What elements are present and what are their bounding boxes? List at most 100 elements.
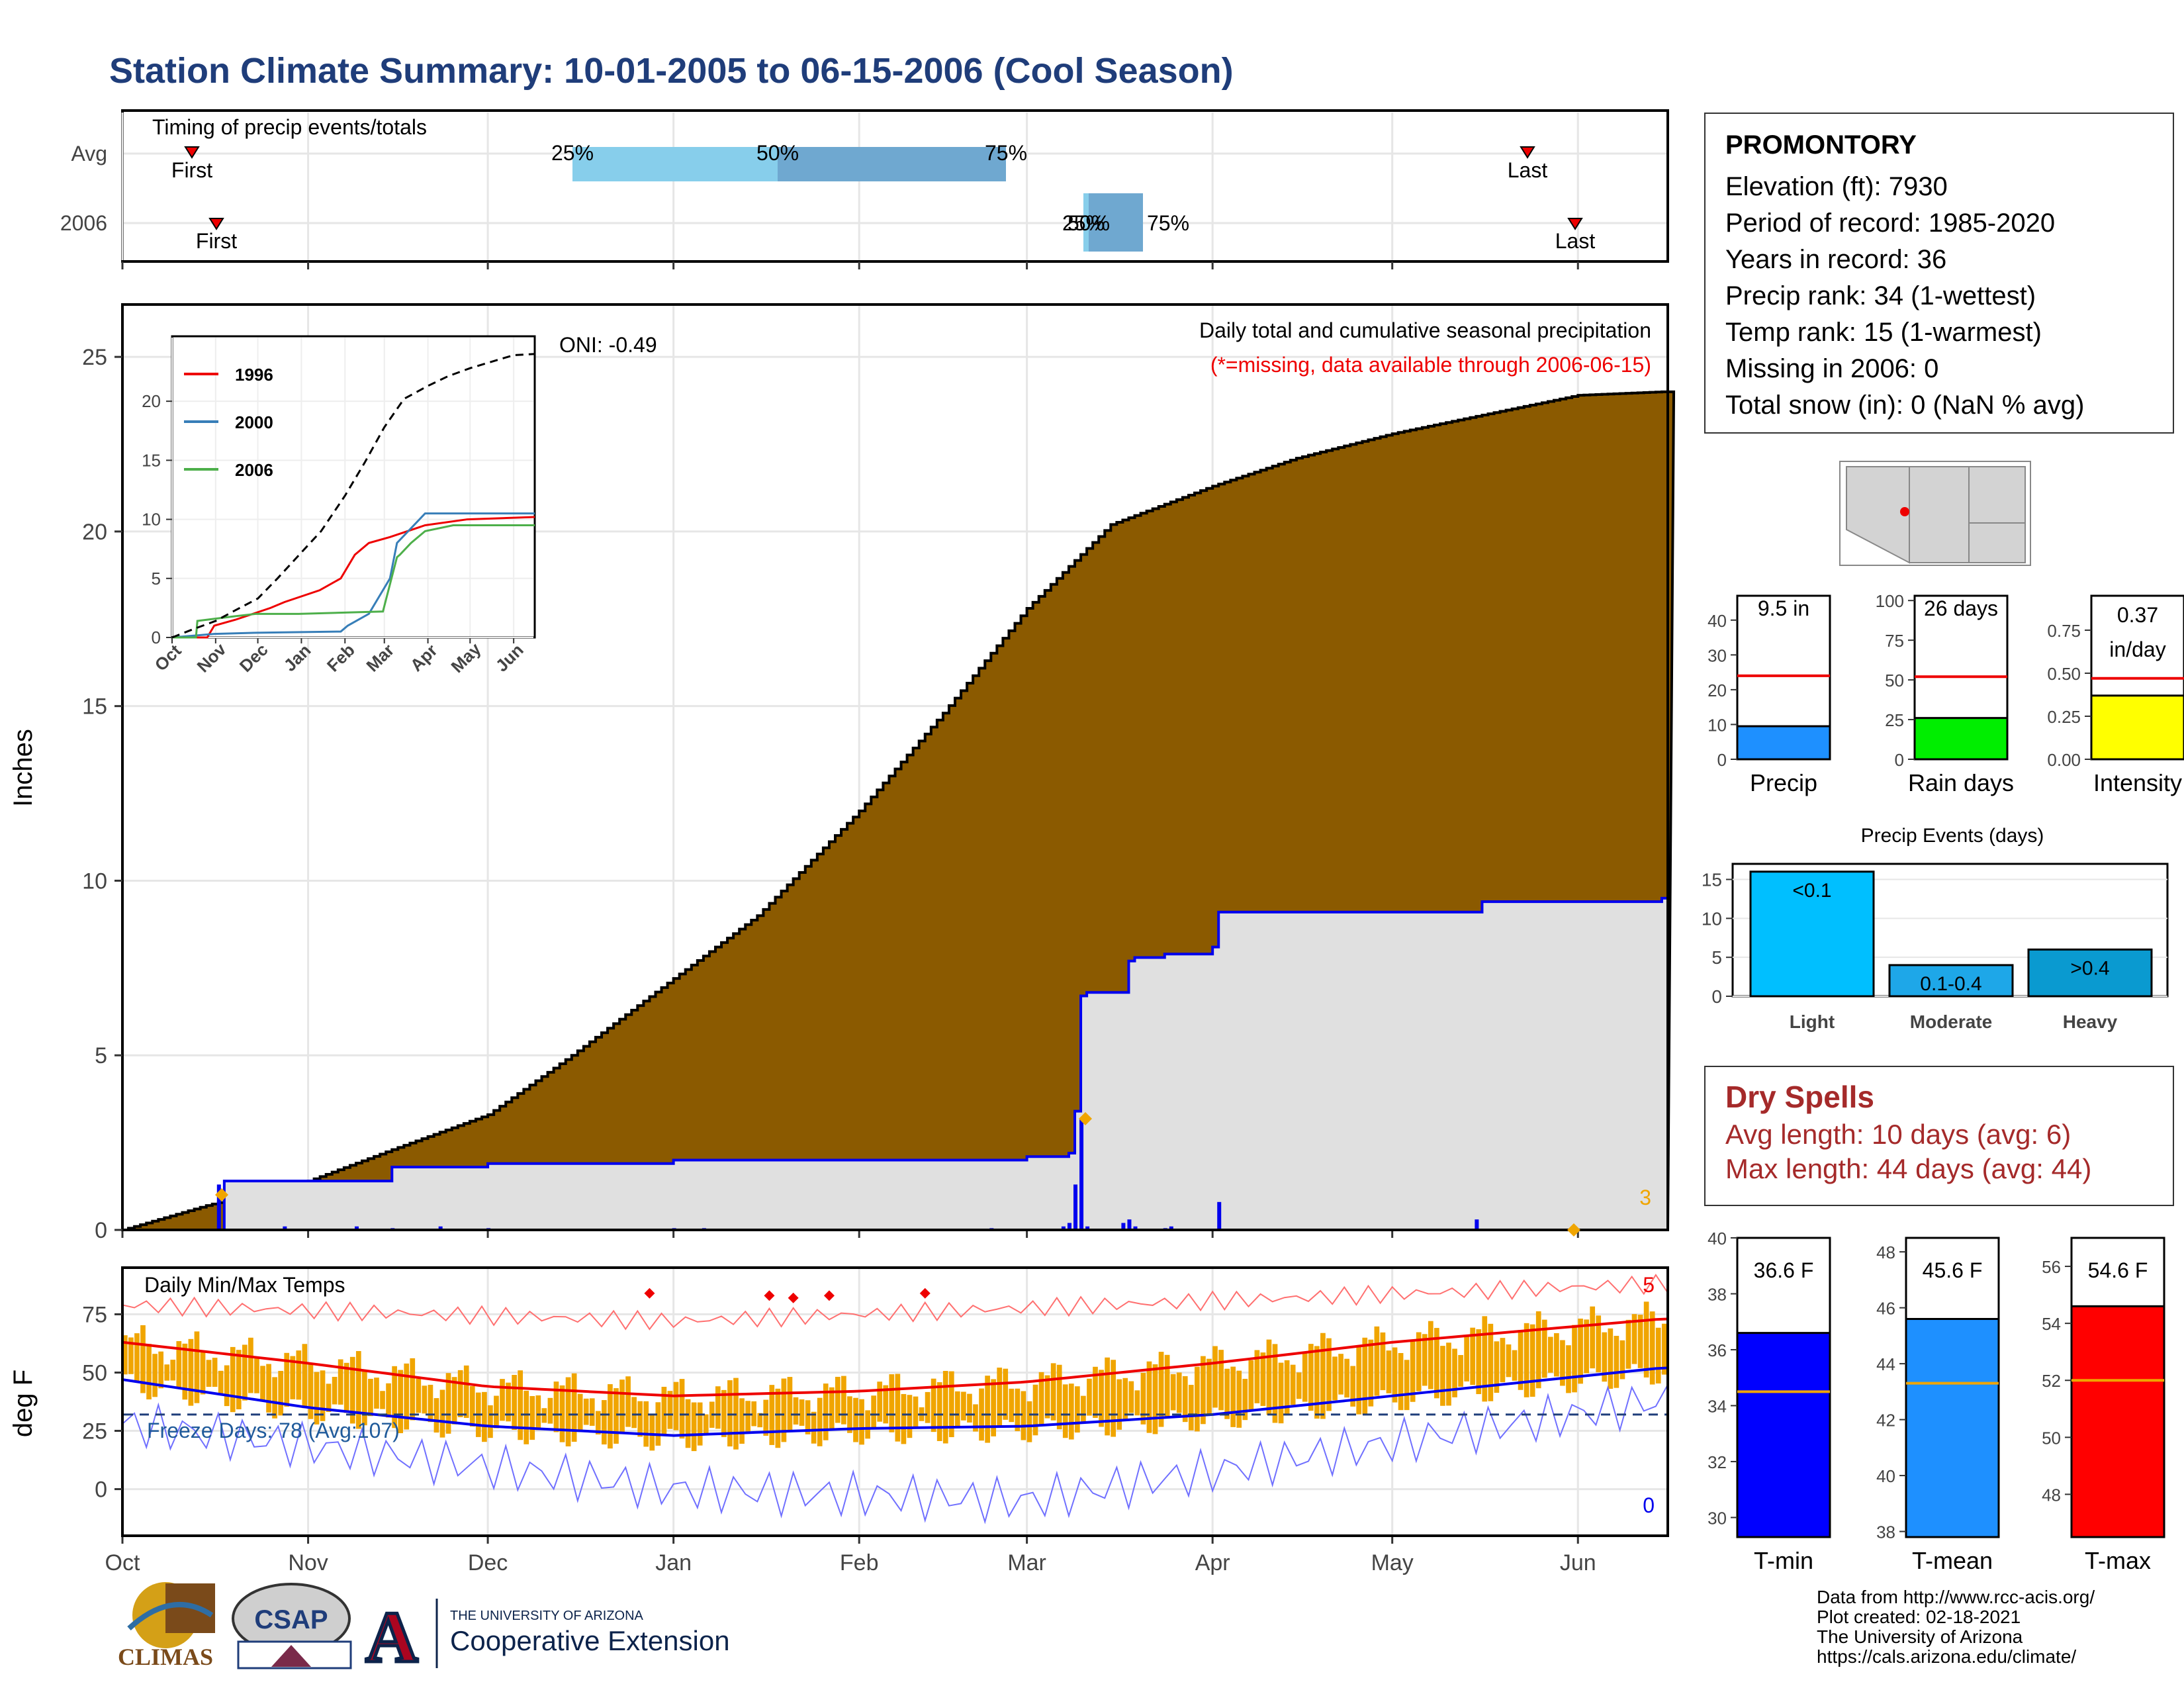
daily-temp-bar [1140, 1372, 1146, 1425]
footer-credits: Data from http://www.rcc-acis.org/ Plot … [1817, 1587, 2095, 1667]
daily-temp-bar [583, 1398, 589, 1425]
legend-2006: 2006 [235, 460, 273, 480]
daily-temp-bar [1195, 1366, 1200, 1432]
daily-temp-bar [170, 1360, 176, 1381]
daily-temp-bar [392, 1366, 397, 1429]
daily-temp-bar [602, 1400, 607, 1445]
daily-temp-bar [787, 1377, 793, 1432]
daily-temp-bar [1631, 1314, 1637, 1364]
daily-temp-bar [500, 1379, 505, 1421]
daily-temp-bar [697, 1402, 703, 1446]
events-category-label: Light [1790, 1011, 1835, 1032]
daily-temp-bar [847, 1396, 852, 1433]
daily-temp-bar [482, 1391, 487, 1442]
daily-temp-bar [1500, 1338, 1506, 1383]
x-tick-label: Jan [655, 1550, 692, 1575]
x-tick-label: May [1371, 1550, 1414, 1575]
events-tick-label: 15 [1702, 870, 1722, 890]
daily-temp-bar [1308, 1344, 1314, 1411]
daily-temp-bar [188, 1338, 194, 1406]
daily-temp-bar [1248, 1360, 1254, 1410]
daily-temp-bar [416, 1378, 422, 1413]
daily-temp-bar [1128, 1381, 1134, 1413]
gauge-tick-label: 40 [1707, 611, 1727, 631]
daily-precip-bar [1079, 1118, 1084, 1230]
station-period: Period of record: 1985-2020 [1725, 209, 2056, 238]
avg-q75-label: 75% [985, 141, 1027, 165]
daily-precip-bar [1067, 1223, 1071, 1230]
daily-temp-bar [1374, 1326, 1380, 1396]
daily-temp-bar [547, 1397, 553, 1424]
daily-temp-bar [1398, 1352, 1404, 1411]
temp-gauge-bar-tmax [2070, 1305, 2165, 1538]
csap-logo: CSAP [232, 1583, 352, 1669]
daily-temp-bar [152, 1354, 158, 1397]
temp-gauge-label-tmean: T-mean [1912, 1547, 1993, 1574]
daily-temp-bar [781, 1378, 787, 1442]
inset-y-tick-label: 15 [142, 450, 161, 470]
daily-temp-bar [1554, 1333, 1559, 1377]
temp-gauge-tick-label: 32 [1707, 1452, 1727, 1472]
inset-y-tick-label: 5 [152, 569, 161, 588]
daily-temp-bar [338, 1359, 343, 1405]
daily-temp-bar [1122, 1378, 1128, 1419]
daily-temp-bar [1134, 1390, 1140, 1416]
oni-label: ONI: -0.49 [559, 333, 657, 357]
daily-temp-bar [1506, 1344, 1512, 1378]
daily-temp-bar [1541, 1319, 1547, 1378]
daily-temp-bar [1320, 1333, 1326, 1419]
daily-temp-bar [595, 1411, 601, 1434]
daily-temp-bar [1176, 1372, 1182, 1413]
daily-temp-bar [637, 1401, 643, 1437]
daily-temp-bar [1637, 1314, 1643, 1368]
temp-gauge-tick-label: 38 [1707, 1284, 1727, 1304]
x-tick-label: Jun [1560, 1550, 1596, 1575]
daily-temp-bar [667, 1391, 673, 1429]
daily-temp-bar [1050, 1363, 1056, 1421]
temp-gauge-bar-tmean [1905, 1318, 2000, 1538]
daily-temp-bar [410, 1358, 416, 1421]
gauge-tick-label: 0.50 [2047, 664, 2081, 684]
daily-temp-bar [469, 1385, 475, 1427]
daily-temp-bar [1116, 1379, 1122, 1430]
daily-temp-bar [967, 1393, 972, 1423]
daily-temp-bar [805, 1400, 811, 1434]
daily-precip-bar [1061, 1226, 1066, 1230]
events-tick-label: 0 [1711, 986, 1722, 1007]
temp-panel-title: Daily Min/Max Temps [144, 1273, 345, 1297]
gauge-tick-label: 0.00 [2047, 750, 2081, 770]
gauge-value-unit-intensity: in/day [2109, 637, 2165, 661]
daily-temp-bar [1326, 1338, 1332, 1411]
daily-temp-bar [176, 1340, 182, 1389]
gauge-bar-raindays [1913, 717, 2009, 761]
temp-gauge-tick-label: 40 [1707, 1229, 1727, 1248]
daily-temp-bar [955, 1391, 960, 1427]
gauge-tick-label: 50 [1885, 671, 1904, 690]
daily-temp-bar [1056, 1364, 1062, 1430]
avg-last-label: Last [1508, 158, 1548, 182]
daily-temp-bar [457, 1370, 463, 1417]
daily-temp-bar [1338, 1354, 1343, 1395]
daily-temp-bar [1111, 1360, 1116, 1437]
ua-big-text: Cooperative Extension [450, 1625, 730, 1656]
daily-temp-bar [386, 1383, 391, 1418]
daily-temp-bar [1440, 1346, 1445, 1406]
temp-gauge-tick-label: 34 [1707, 1396, 1727, 1416]
daily-temp-bar [290, 1356, 296, 1399]
avg-q25-label: 25% [551, 141, 594, 165]
daily-temp-bar [907, 1395, 913, 1438]
y-tick-label: 25 [82, 1419, 107, 1444]
state-shape [1909, 466, 1970, 563]
daily-temp-bar [122, 1335, 128, 1375]
daily-temp-bar [194, 1331, 200, 1403]
avg-first-marker [184, 146, 200, 159]
daily-temp-bar [673, 1382, 679, 1430]
daily-temp-bar [769, 1385, 775, 1445]
gauge-tick-label: 20 [1707, 680, 1727, 700]
daily-temp-bar [614, 1388, 619, 1444]
y2006-q25-label: 25% [1062, 211, 1105, 235]
temp-gauge-tick-label: 38 [1876, 1523, 1895, 1542]
daily-temp-bar [236, 1350, 242, 1409]
daily-temp-bar [1590, 1306, 1596, 1369]
daily-temp-bar [1614, 1335, 1619, 1388]
